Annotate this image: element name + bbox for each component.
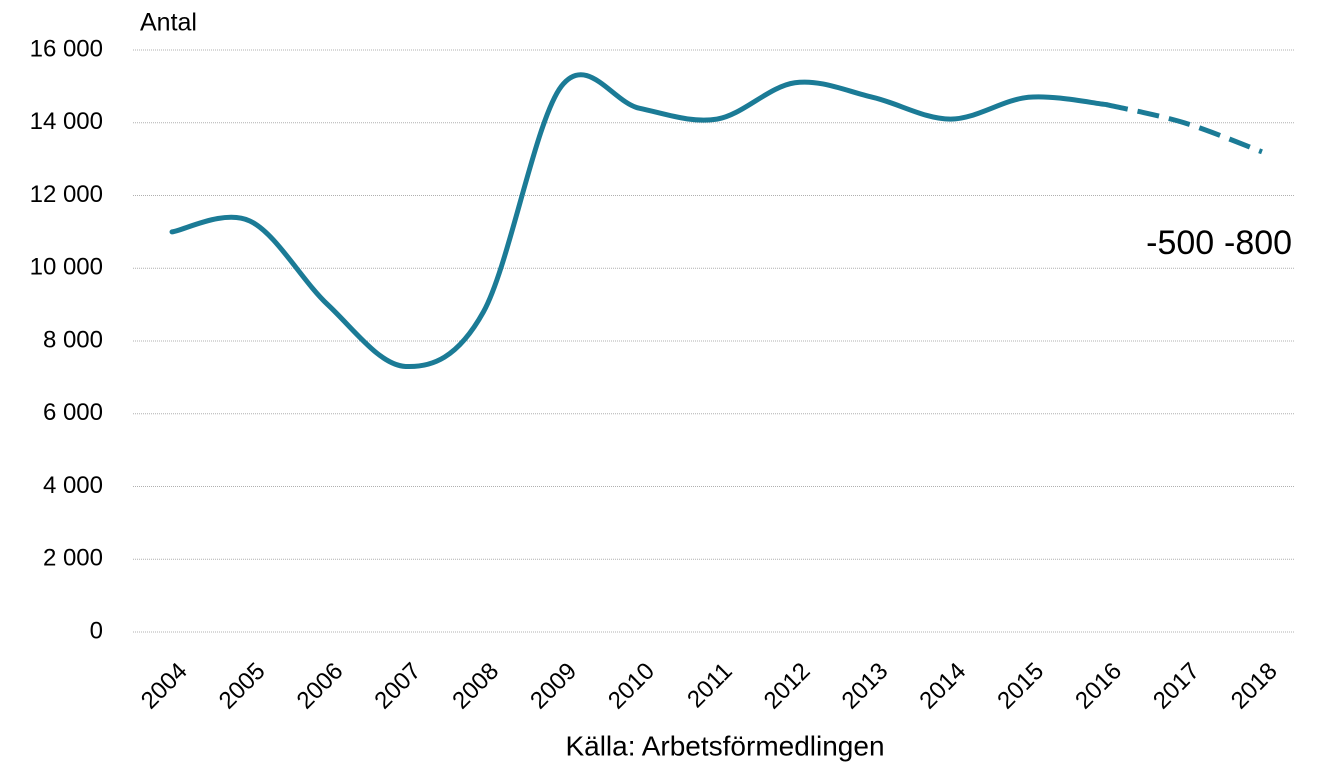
x-tick-label: 2009: [525, 658, 582, 715]
y-tick-label: 8 000: [43, 326, 103, 353]
y-tick-label: 16 000: [30, 35, 103, 62]
y-tick-label: 0: [90, 617, 103, 644]
x-tick-label: 2013: [837, 658, 894, 715]
x-tick-label: 2015: [992, 658, 1049, 715]
x-tick-label: 2018: [1226, 658, 1283, 715]
x-tick-label: 2010: [603, 658, 660, 715]
x-tick-label: 2006: [292, 658, 349, 715]
y-tick-label: 12 000: [30, 181, 103, 208]
line: [1105, 102, 1263, 155]
annotation: -500: [1146, 224, 1214, 262]
x-tick-label: 2012: [759, 658, 816, 715]
x-tick-label: 2017: [1148, 658, 1205, 715]
source: Källa: Arbetsförmedlingen: [565, 730, 884, 761]
x-tick-label: 2011: [682, 658, 738, 714]
x-tick-label: 2016: [1070, 658, 1127, 715]
y-axis-label: Antal: [140, 9, 197, 37]
x-tick-label: 2014: [914, 658, 971, 715]
annotation: -800: [1224, 224, 1292, 262]
x-tick-label: 2005: [214, 658, 271, 715]
line: [169, 72, 1109, 370]
y-tick-label: 2 000: [43, 545, 103, 572]
y-tick-label: 10 000: [30, 254, 103, 281]
y-tick-label: 6 000: [43, 399, 103, 426]
x-tick-label: 2007: [369, 658, 426, 715]
y-tick-label: 14 000: [30, 108, 103, 135]
x-tick-label: 2008: [447, 658, 504, 715]
x-tick-label: 2004: [136, 658, 193, 715]
y-tick-label: 4 000: [43, 472, 103, 499]
